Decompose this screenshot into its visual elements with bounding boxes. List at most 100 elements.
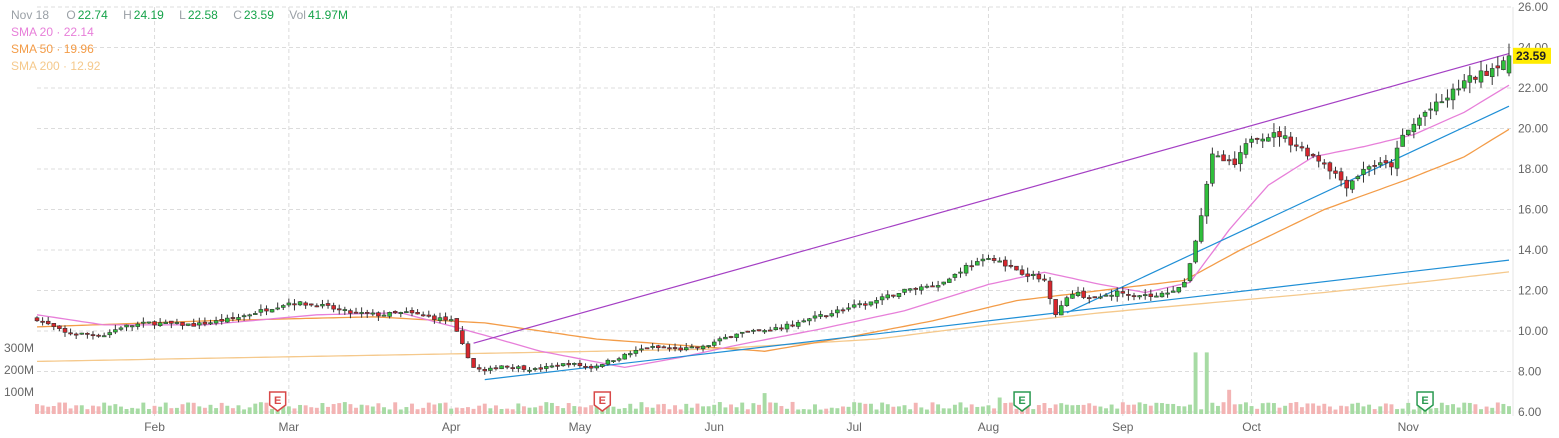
candle-body[interactable] [1131, 295, 1137, 298]
candle-body[interactable] [124, 324, 129, 328]
candle-body[interactable] [801, 320, 807, 323]
candle-body[interactable] [521, 365, 527, 370]
candle-body[interactable] [420, 314, 426, 317]
candle-body[interactable] [1047, 280, 1053, 299]
candle-body[interactable] [471, 358, 476, 368]
candle-body[interactable] [1003, 259, 1008, 267]
candle-body[interactable] [163, 321, 168, 324]
candle-body[interactable] [1210, 153, 1215, 184]
candle-body[interactable] [1445, 97, 1450, 101]
candle-body[interactable] [437, 317, 443, 321]
candle-body[interactable] [308, 303, 314, 306]
candle-body[interactable] [1249, 138, 1254, 143]
candle-body[interactable] [874, 300, 879, 304]
candle-body[interactable] [667, 347, 672, 350]
candle-body[interactable] [443, 316, 448, 321]
candle-body[interactable] [482, 369, 488, 372]
candle-body[interactable] [1282, 135, 1288, 139]
candle-body[interactable] [1417, 117, 1422, 126]
candle-body[interactable] [549, 365, 555, 368]
candle-body[interactable] [1294, 144, 1299, 147]
candle-body[interactable] [1299, 146, 1305, 149]
candle-body[interactable] [728, 336, 734, 338]
candle-body[interactable] [1198, 215, 1204, 242]
candle-body[interactable] [1338, 171, 1344, 181]
candle-body[interactable] [1226, 159, 1232, 162]
candle-body[interactable] [1310, 153, 1316, 157]
candle-body[interactable] [907, 288, 913, 291]
candle-body[interactable] [504, 365, 510, 368]
candle-body[interactable] [566, 363, 571, 366]
candle-body[interactable] [1148, 293, 1154, 297]
candle-body[interactable] [756, 329, 762, 332]
candle-body[interactable] [96, 334, 101, 337]
candle-body[interactable] [711, 341, 717, 346]
earnings-marker[interactable]: E [593, 391, 612, 412]
candle-body[interactable] [751, 329, 756, 332]
candle-body[interactable] [1103, 294, 1109, 297]
candle-body[interactable] [40, 320, 45, 323]
trendline-upper[interactable] [473, 52, 1510, 344]
candle-body[interactable] [779, 327, 784, 330]
candle-body[interactable] [364, 312, 370, 314]
candle-body[interactable] [1501, 60, 1506, 70]
candle-body[interactable] [1092, 296, 1098, 299]
candle-body[interactable] [695, 346, 700, 349]
candle-body[interactable] [762, 330, 767, 333]
candle-body[interactable] [767, 329, 773, 332]
candle-body[interactable] [499, 365, 504, 370]
candle-body[interactable] [1036, 274, 1042, 280]
candle-body[interactable] [958, 271, 963, 274]
candle-body[interactable] [991, 258, 997, 261]
candle-body[interactable] [1361, 168, 1366, 175]
candle-body[interactable] [823, 315, 829, 318]
candle-body[interactable] [1422, 111, 1428, 117]
candle-body[interactable] [381, 314, 387, 317]
candle-body[interactable] [213, 320, 219, 324]
candle-body[interactable] [1215, 155, 1221, 158]
trendline-lower_steep[interactable] [1066, 105, 1510, 314]
candle-body[interactable] [129, 325, 135, 328]
candle-body[interactable] [1439, 101, 1445, 104]
candle-body[interactable] [1221, 154, 1226, 162]
candle-body[interactable] [1277, 131, 1282, 138]
candle-body[interactable] [1176, 286, 1182, 293]
candle-body[interactable] [1254, 137, 1260, 140]
candle-body[interactable] [1394, 147, 1400, 169]
candle-body[interactable] [1411, 123, 1417, 133]
candle-body[interactable] [896, 293, 902, 297]
candle-body[interactable] [628, 353, 633, 356]
candle-body[interactable] [616, 358, 622, 361]
candle-body[interactable] [202, 321, 208, 325]
candle-body[interactable] [465, 343, 471, 359]
candle-body[interactable] [650, 346, 655, 348]
candle-body[interactable] [706, 345, 711, 347]
candle-body[interactable] [840, 309, 846, 312]
candle-body[interactable] [829, 313, 835, 317]
candle-body[interactable] [1086, 297, 1092, 300]
candle-body[interactable] [90, 334, 96, 337]
candle-body[interactable] [1344, 179, 1349, 189]
candle-body[interactable] [1008, 265, 1014, 267]
candle-body[interactable] [336, 308, 342, 311]
candle-body[interactable] [197, 322, 202, 326]
candle-body[interactable] [51, 323, 57, 327]
candle-body[interactable] [600, 364, 605, 367]
candle-body[interactable] [790, 324, 795, 327]
candle-body[interactable] [644, 347, 650, 350]
candle-body[interactable] [572, 363, 577, 365]
candle-body[interactable] [1467, 75, 1473, 83]
candle-body[interactable] [1064, 297, 1070, 307]
earnings-marker[interactable]: E [1013, 391, 1031, 412]
candle-body[interactable] [672, 347, 678, 349]
candle-body[interactable] [594, 365, 599, 369]
candle-body[interactable] [891, 294, 896, 297]
candle-body[interactable] [935, 285, 941, 288]
candle-body[interactable] [1271, 132, 1277, 138]
candle-body[interactable] [1350, 180, 1355, 190]
candle-body[interactable] [818, 314, 823, 317]
candle-body[interactable] [532, 368, 538, 370]
candle-body[interactable] [426, 314, 432, 317]
candle-body[interactable] [1042, 278, 1047, 281]
candle-body[interactable] [448, 319, 454, 322]
